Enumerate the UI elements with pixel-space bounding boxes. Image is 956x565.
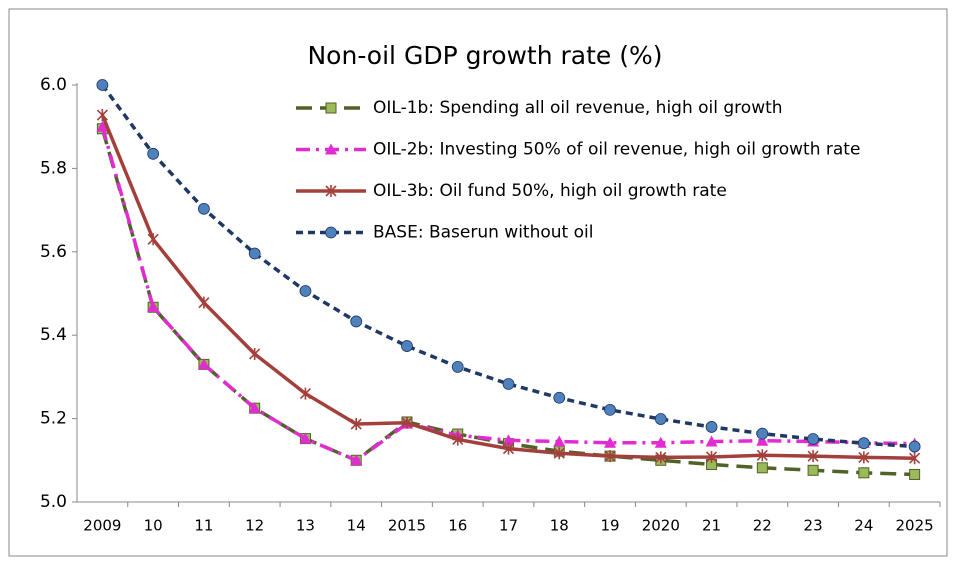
legend-label: BASE: Baserun without oil — [373, 223, 593, 243]
marker — [858, 467, 870, 479]
marker — [96, 109, 108, 122]
x-tick-label: 2020 — [642, 517, 680, 535]
x-tick-label: 12 — [245, 517, 264, 535]
x-tick-label: 16 — [448, 517, 467, 535]
marker — [249, 347, 261, 360]
legend-label: OIL-2b: Investing 50% of oil revenue, hi… — [373, 140, 860, 160]
legend-marker — [325, 226, 337, 239]
x-tick-label: 14 — [347, 517, 366, 535]
marker — [350, 454, 363, 466]
x-tick-label: 2009 — [83, 517, 121, 535]
marker — [909, 468, 921, 480]
legend-marker — [325, 185, 337, 197]
marker — [807, 433, 819, 445]
y-tick-label: 6.0 — [40, 75, 67, 95]
marker — [197, 358, 210, 370]
marker — [705, 450, 718, 463]
marker — [401, 416, 413, 429]
x-tick-label: 17 — [499, 517, 518, 535]
x-tick-label: 21 — [702, 517, 721, 535]
marker — [299, 285, 312, 297]
marker — [909, 452, 921, 465]
marker — [807, 464, 819, 476]
x-tick-label: 11 — [194, 517, 213, 535]
y-tick-label: 5.8 — [40, 158, 67, 178]
marker — [248, 402, 261, 414]
marker — [299, 387, 312, 400]
marker — [604, 450, 616, 463]
marker — [756, 462, 768, 474]
x-tick-label: 24 — [854, 517, 873, 535]
marker — [96, 120, 109, 132]
marker — [807, 450, 819, 463]
marker — [401, 340, 413, 352]
marker — [654, 413, 667, 425]
marker — [350, 315, 363, 328]
marker — [857, 437, 870, 450]
marker — [604, 436, 617, 448]
marker — [705, 435, 718, 447]
marker — [299, 432, 312, 444]
x-tick-label: 18 — [550, 517, 569, 535]
marker — [604, 403, 616, 416]
x-tick-label: 2025 — [896, 517, 934, 535]
marker — [147, 233, 159, 246]
marker — [350, 418, 362, 431]
chart-title: Non-oil GDP growth rate (%) — [307, 41, 662, 70]
chart-frame — [8, 8, 948, 557]
y-tick-label: 5.4 — [40, 325, 67, 345]
marker — [502, 378, 515, 390]
y-tick-label: 5.0 — [40, 492, 67, 512]
marker — [452, 433, 464, 446]
y-tick-label: 5.2 — [40, 409, 67, 429]
marker — [96, 79, 109, 91]
marker — [502, 442, 515, 455]
marker — [451, 360, 464, 373]
marker — [553, 447, 565, 460]
marker — [248, 247, 261, 260]
legend-label: OIL-3b: Oil fund 50%, high oil growth ra… — [373, 181, 727, 201]
legend-label: OIL-1b: Spending all oil revenue, high o… — [373, 98, 783, 118]
marker — [553, 435, 566, 447]
series-line — [100, 83, 915, 449]
x-tick-label: 13 — [296, 517, 315, 535]
marker — [756, 434, 769, 446]
x-tick-label: 23 — [804, 517, 823, 535]
marker — [147, 147, 160, 160]
marker — [858, 451, 870, 464]
marker — [756, 427, 769, 440]
y-tick-label: 5.6 — [40, 242, 67, 262]
marker — [655, 451, 667, 464]
marker — [908, 440, 921, 453]
x-tick-label: 10 — [144, 517, 163, 535]
legend-marker — [325, 143, 337, 155]
marker — [553, 391, 566, 404]
marker — [705, 421, 718, 433]
marker — [756, 449, 768, 462]
marker — [198, 202, 210, 215]
marker — [147, 300, 160, 312]
marker — [654, 436, 667, 448]
x-tick-label: 22 — [753, 517, 772, 535]
x-tick-label: 19 — [600, 517, 619, 535]
marker — [502, 434, 515, 446]
x-tick-label: 2015 — [388, 517, 426, 535]
marker — [198, 296, 210, 309]
legend-marker — [325, 102, 337, 114]
